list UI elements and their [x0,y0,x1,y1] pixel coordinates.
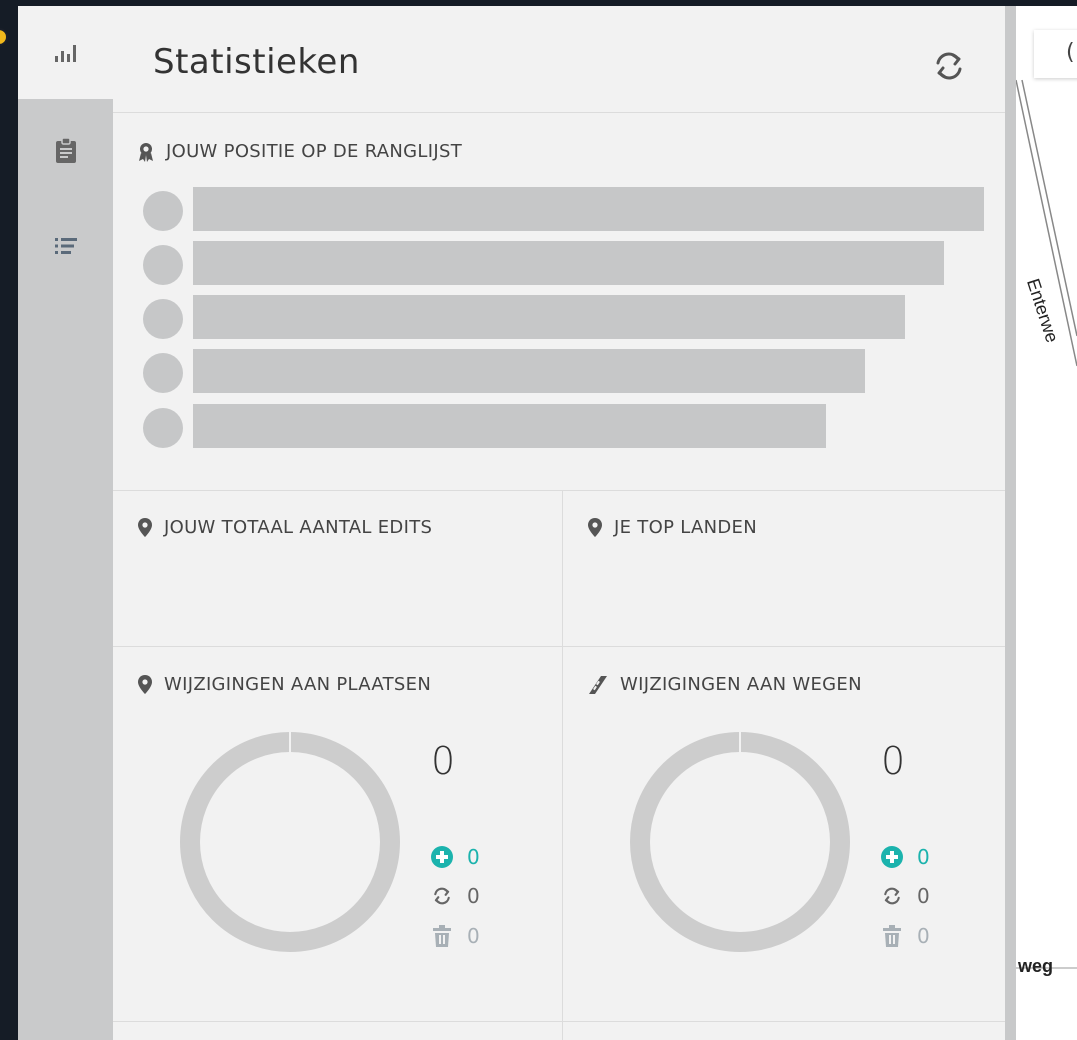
roads-modified-stat: 0 [881,884,930,908]
places-deleted-count: 0 [467,924,480,948]
top-countries-heading-label: JE TOP LANDEN [614,517,757,538]
donut-ring [630,731,850,952]
trash-icon [883,925,901,947]
roads-modified-count: 0 [917,884,930,908]
places-changes-heading: WIJZIGINGEN AAN PLAATSEN [138,674,431,695]
top-countries-section: JE TOP LANDEN [563,491,1005,647]
trash-icon [433,925,451,947]
places-changes-section: WIJZIGINGEN AAN PLAATSEN 0 0 0 [113,647,563,1022]
roads-changes-heading: WIJZIGINGEN AAN WEGEN [588,674,862,695]
refresh-icon [936,52,962,80]
roads-total-count: 0 [881,739,906,783]
award-ribbon-icon [139,142,153,162]
rail-item-statistics[interactable] [18,6,113,99]
plus-circle-icon [431,846,453,868]
bar-placeholder [193,187,984,231]
map-control-chip[interactable]: ( [1034,30,1077,78]
next-section-left [113,1022,563,1040]
map-roads [1016,79,1077,969]
bar-chart-icon [54,44,76,62]
places-donut-chart [179,731,401,957]
places-total-count: 0 [431,739,456,783]
roads-deleted-count: 0 [917,924,930,948]
rail-item-list[interactable] [18,199,113,292]
total-edits-heading: JOUW TOTAAL AANTAL EDITS [138,517,432,538]
leaderboard-heading-label: JOUW POSITIE OP DE RANGLIJST [166,141,462,162]
avatar-placeholder [143,408,183,448]
top-countries-heading: JE TOP LANDEN [588,517,757,538]
roads-added-stat: 0 [881,845,930,869]
map-pin-icon [138,518,152,537]
roads-added-count: 0 [917,845,930,869]
avatar-placeholder [143,191,183,231]
map-pin-icon [138,675,152,694]
bar-placeholder [193,404,826,448]
total-edits-section: JOUW TOTAAL AANTAL EDITS [113,491,563,647]
places-changes-heading-label: WIJZIGINGEN AAN PLAATSEN [164,674,432,695]
total-edits-heading-label: JOUW TOTAAL AANTAL EDITS [164,517,433,538]
avatar-placeholder [143,299,183,339]
refresh-button[interactable] [931,48,967,84]
page-title: Statistieken [153,42,360,82]
bar-placeholder [193,295,905,339]
leaderboard-heading: JOUW POSITIE OP DE RANGLIJST [138,141,462,162]
panel-scrollbar[interactable] [1005,6,1016,1040]
bar-placeholder [193,241,944,285]
roads-changes-heading-label: WIJZIGINGEN AAN WEGEN [620,674,862,695]
plus-circle-icon [881,846,903,868]
map-pin-icon [588,518,602,537]
roads-donut-chart [629,731,851,957]
refresh-icon [434,887,450,905]
places-modified-count: 0 [467,884,480,908]
avatar-placeholder [143,245,183,285]
side-rail [18,6,113,1040]
rail-item-tasks[interactable] [18,104,113,197]
statistics-panel: Statistieken JOUW POSITIE OP DE RANGLIJS… [18,6,1005,1040]
map-view[interactable]: ( Enterwe weg [1016,6,1077,1040]
list-icon [54,237,77,254]
places-modified-stat: 0 [431,884,480,908]
places-added-stat: 0 [431,845,480,869]
roads-deleted-stat: 0 [881,924,930,948]
notification-badge[interactable] [0,28,8,46]
panel-header: Statistieken [113,6,1005,113]
leaderboard-section: JOUW POSITIE OP DE RANGLIJST [113,113,1005,491]
top-bar [0,0,1077,6]
bar-placeholder [193,349,865,393]
places-added-count: 0 [467,845,480,869]
clipboard-icon [55,137,76,163]
avatar-placeholder [143,353,183,393]
road-label: weg [1018,956,1054,976]
donut-ring [180,731,400,952]
roads-changes-section: WIJZIGINGEN AAN WEGEN 0 0 0 [563,647,1005,1022]
places-deleted-stat: 0 [431,924,480,948]
refresh-icon [884,887,900,905]
road-icon [589,675,607,694]
